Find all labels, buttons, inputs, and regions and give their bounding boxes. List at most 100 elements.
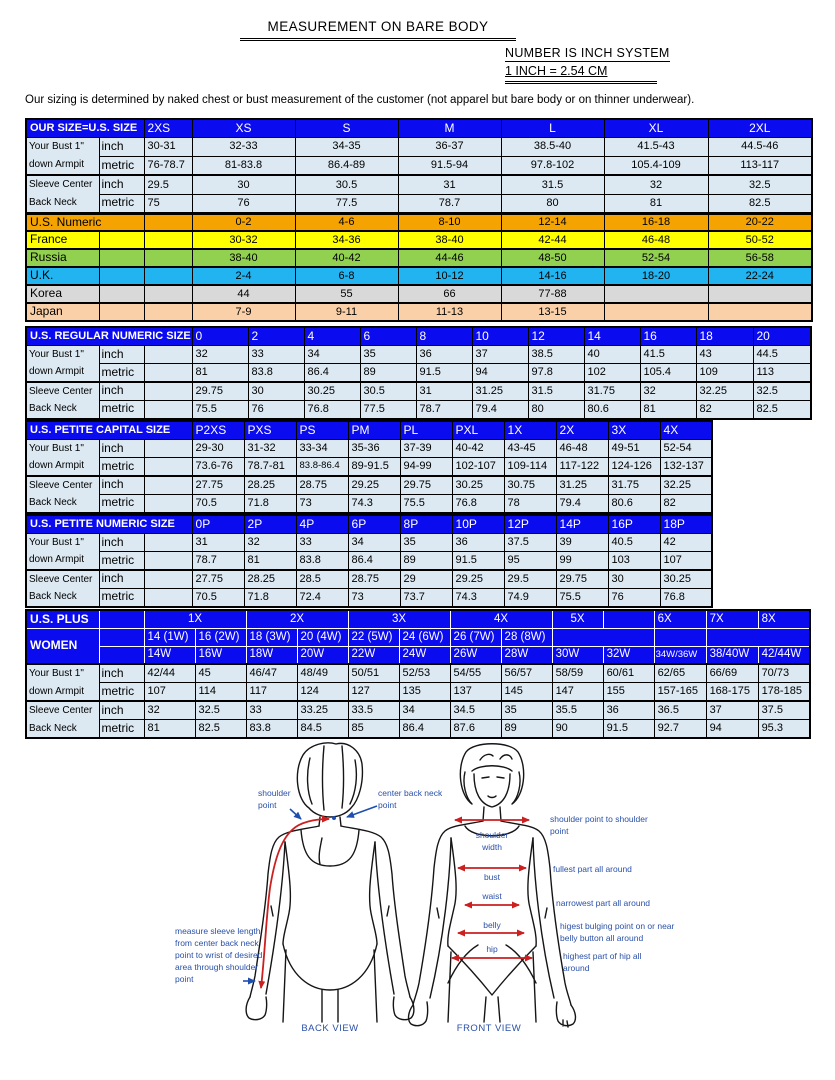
table-row: Korea 44 55 66 77-88 (25, 284, 813, 304)
us-petite-numeric-table: U.S. PETITE NUMERIC SIZE 0P 2P 4P 6P 8P 10P 12P… (25, 514, 714, 608)
table-cell: 31-32 (243, 438, 297, 458)
table-cell (143, 266, 193, 286)
table-cell: 81 (603, 193, 709, 214)
table-cell: 75.5 (191, 399, 249, 419)
table-cell: 41.5-43 (603, 136, 709, 157)
table-cell: 73.6-76 (191, 456, 245, 477)
table-cell: 34-36 (294, 230, 399, 250)
table-cell: 76 (247, 399, 305, 419)
center-back-neck-arrow (346, 805, 378, 818)
table-cell (143, 550, 193, 571)
table-cell: 9-11 (294, 302, 399, 322)
table-cell: inch (98, 438, 145, 458)
table-cell: 27.75 (191, 568, 245, 589)
table-cell: 20 (4W) (296, 627, 349, 647)
belly-note: higest bulging point on or near (560, 921, 675, 931)
svg-text:around: around (563, 963, 590, 973)
table-cell: 30-32 (191, 230, 296, 250)
table-cell: 94 (471, 362, 529, 383)
front-inner-arms (429, 837, 555, 999)
table-cell: 4X (449, 609, 553, 629)
table-row: Your Bust 1" down Armpit inch 42/44 45 46/47 4… (25, 663, 811, 702)
table-cell: 105.4 (639, 362, 697, 383)
table-cell: 81 (191, 362, 249, 383)
table-cell: 74.9 (503, 587, 557, 607)
table-cell: 73 (295, 493, 349, 513)
table-cell: 127 (347, 682, 400, 702)
table-cell: 76-78.7 (143, 155, 193, 176)
table-cell: 117 (245, 682, 298, 702)
table-cell: 56-58 (707, 248, 813, 268)
table-cell: 32 (143, 700, 196, 720)
table-cell: 58/59 (551, 663, 604, 683)
table-cell: 29.75 (555, 568, 609, 589)
table-cell: 73.7 (399, 587, 453, 607)
table-cell: 1X (143, 609, 247, 629)
sleeve-measure-note: measure sleeve length (175, 926, 261, 936)
table-cell: 14-16 (500, 266, 605, 286)
table-cell: 8P (399, 514, 453, 534)
table-cell (707, 302, 813, 322)
table-cell: 70.5 (191, 493, 245, 513)
table-cell: 33 (245, 700, 298, 720)
table-cell: Your Bust 1" down Armpit (25, 344, 100, 382)
table-cell (143, 587, 193, 607)
table-cell: 76.8 (303, 399, 361, 419)
table-cell: 0-2 (191, 211, 296, 232)
table-cell: 147 (551, 682, 604, 702)
table-cell: 29.25 (347, 474, 401, 495)
front-face (471, 753, 513, 808)
table-cell (143, 362, 193, 383)
table-cell: 168-175 (705, 682, 759, 702)
table-cell: 97.8 (527, 362, 585, 383)
table-cell: 24 (6W) (398, 627, 451, 647)
table-cell: 4X (659, 420, 713, 440)
table-cell: 8 (415, 326, 473, 346)
table-cell: inch (98, 474, 145, 495)
table-cell: 3X (347, 609, 451, 629)
front-view-caption: FRONT VIEW (457, 1023, 521, 1034)
table-cell: 16W (194, 645, 247, 665)
table-cell: 16 (2W) (194, 627, 247, 647)
table-cell: 18 (3W) (245, 627, 298, 647)
table-cell: 86.4-89 (294, 155, 399, 176)
table-cell: 43 (695, 344, 754, 364)
table-cell: Sleeve Center Back Neck (25, 174, 100, 214)
table-cell: 72.4 (295, 587, 349, 607)
table-cell (143, 284, 193, 304)
table-cell: 81 (639, 399, 697, 419)
our-size-table: OUR SIZE=U.S. SIZE 2XS XS S M L XL 2XL Your Bust… (25, 118, 813, 322)
table-cell: 34 (398, 700, 451, 720)
table-cell: 117-122 (555, 456, 609, 477)
back-hair-strands (306, 745, 358, 811)
svg-text:point: point (175, 974, 194, 984)
table-cell: 28.25 (243, 474, 297, 495)
table-cell: 34-35 (294, 136, 399, 157)
our-size-grid: OUR SIZE=U.S. SIZE 2XS XS S M L XL 2XL Your Bust… (25, 118, 813, 322)
table-cell: 62/65 (653, 663, 707, 683)
hip-label: hip (486, 944, 498, 954)
table-cell: 73 (347, 587, 401, 607)
table-cell: 80 (527, 399, 585, 419)
table-cell: XL (603, 118, 709, 138)
table-row: Japan 7-9 9-11 11-13 13-15 (25, 302, 813, 322)
table-cell: 22-24 (707, 266, 813, 286)
table-cell: 14 (1W) (143, 627, 196, 647)
table-cell: 7-9 (191, 302, 296, 322)
us-petite-capital-table: U.S. PETITE CAPITAL SIZE P2XS PXS PS PM PL PXL… (25, 420, 714, 514)
table-cell: 30W (551, 645, 604, 665)
table-cell: metric (98, 587, 145, 607)
table-cell: 32 (243, 532, 297, 552)
table-cell: 91.5 (451, 550, 505, 571)
table-cell: 20W (296, 645, 349, 665)
table-cell: France (25, 230, 100, 250)
table-cell: 31.25 (555, 474, 609, 495)
bust-note: fullest part all around (553, 864, 632, 874)
table-cell: 114 (194, 682, 247, 702)
table-cell: 39 (555, 532, 609, 552)
table-cell: 30 (607, 568, 661, 589)
table-cell: 78.7 (397, 193, 502, 214)
table-cell: Your Bust 1" down Armpit (25, 438, 100, 476)
table-cell: 28W (500, 645, 553, 665)
table-cell: metric (98, 399, 145, 419)
